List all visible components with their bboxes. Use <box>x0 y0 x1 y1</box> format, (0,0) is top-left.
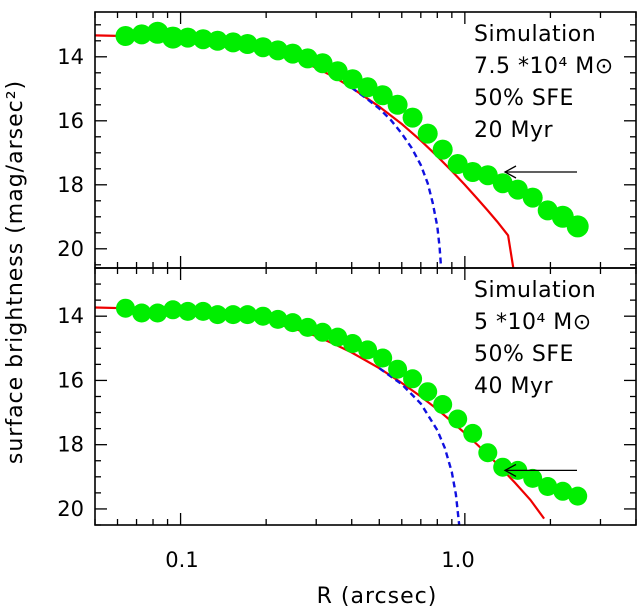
panel-bottom: 14 16 18 20 Simulation 5 *10⁴ M⊙ 50% SFE 40 Myr <box>57 267 637 526</box>
dashed-fit-line <box>350 86 443 268</box>
x-axis-title: R (arcsec) <box>317 584 438 609</box>
annotation-line-0: Simulation <box>474 278 596 303</box>
data-point <box>357 77 378 98</box>
data-point <box>433 395 453 414</box>
y-axis-title: surface brightness (mag/arsec²) <box>3 80 28 464</box>
data-point <box>313 322 333 342</box>
data-point <box>237 34 258 54</box>
y-tick-label: 16 <box>57 109 84 133</box>
y-tick-label: 20 <box>57 497 84 521</box>
plot-area <box>95 21 589 268</box>
panels-group: 14 16 18 20 Simulation 7.5 *10⁴ M⊙ 50% SFE 20 M… <box>57 11 637 526</box>
data-point <box>312 53 333 74</box>
panel-top: 14 16 18 20 Simulation 7.5 *10⁴ M⊙ 50% SFE 20 M… <box>57 11 637 269</box>
data-point <box>538 477 558 496</box>
data-point <box>178 301 198 321</box>
data-point <box>132 303 152 323</box>
data-point <box>568 486 588 506</box>
data-point <box>148 303 168 323</box>
data-point <box>388 359 408 379</box>
annotation-line-1: 5 *10⁴ M⊙ <box>474 310 592 335</box>
annotation-line-2: 50% SFE <box>474 86 574 111</box>
data-point <box>478 443 498 463</box>
data-point <box>417 123 438 144</box>
annotation-line-2: 50% SFE <box>474 342 574 367</box>
panel-frame <box>94 11 637 269</box>
data-point <box>193 301 213 321</box>
data-point <box>223 305 243 325</box>
data-point <box>161 26 184 49</box>
data-point <box>253 37 273 58</box>
x-tick-label-0: 0.1 <box>165 548 198 572</box>
data-point <box>448 409 468 429</box>
data-point <box>115 26 136 46</box>
data-point <box>342 69 363 90</box>
annotation-line-0: Simulation <box>474 22 596 47</box>
data-point <box>507 179 528 200</box>
x-tick-label-1: 1.0 <box>441 548 474 572</box>
data-point <box>358 340 378 360</box>
data-point <box>402 107 423 128</box>
data-point <box>373 348 393 368</box>
data-point <box>418 382 438 402</box>
data-point <box>116 298 135 318</box>
data-point <box>283 313 303 333</box>
data-point <box>462 162 483 182</box>
data-point <box>492 173 513 194</box>
data-point <box>566 215 589 238</box>
data-point <box>328 327 348 347</box>
data-point <box>447 154 468 174</box>
data-point <box>403 369 423 389</box>
y-tick-label: 16 <box>57 368 84 392</box>
data-point <box>387 94 408 115</box>
data-point <box>193 29 214 50</box>
data-point <box>372 85 393 106</box>
data-point <box>477 165 498 186</box>
data-point <box>327 61 348 82</box>
dashed-fit-line <box>378 367 461 525</box>
data-point <box>343 334 363 353</box>
data-point <box>208 305 228 325</box>
data-point <box>522 187 543 208</box>
data-point <box>432 139 453 160</box>
y-tick-label: 18 <box>57 173 84 197</box>
annotation-line-3: 40 Myr <box>474 374 553 399</box>
data-point <box>177 27 198 48</box>
y-tick-label: 14 <box>57 45 84 69</box>
y-tick-label: 18 <box>57 433 84 457</box>
data-point <box>523 468 543 488</box>
data-point <box>298 317 318 337</box>
data-point <box>253 306 273 326</box>
annotation-line-1: 7.5 *10⁴ M⊙ <box>474 54 614 79</box>
data-point <box>207 30 228 51</box>
data-point <box>282 43 303 64</box>
data-point <box>463 423 483 443</box>
data-point <box>163 300 183 320</box>
arrow-head <box>503 165 517 179</box>
plot-area <box>95 298 588 525</box>
y-tick-label: 20 <box>57 237 84 261</box>
annotation-line-3: 20 Myr <box>474 118 553 143</box>
data-point <box>553 481 573 501</box>
data-point <box>131 24 152 45</box>
data-point <box>268 309 288 329</box>
data-point <box>238 305 257 325</box>
y-tick-label: 14 <box>57 304 84 328</box>
arrow-head <box>503 463 517 477</box>
